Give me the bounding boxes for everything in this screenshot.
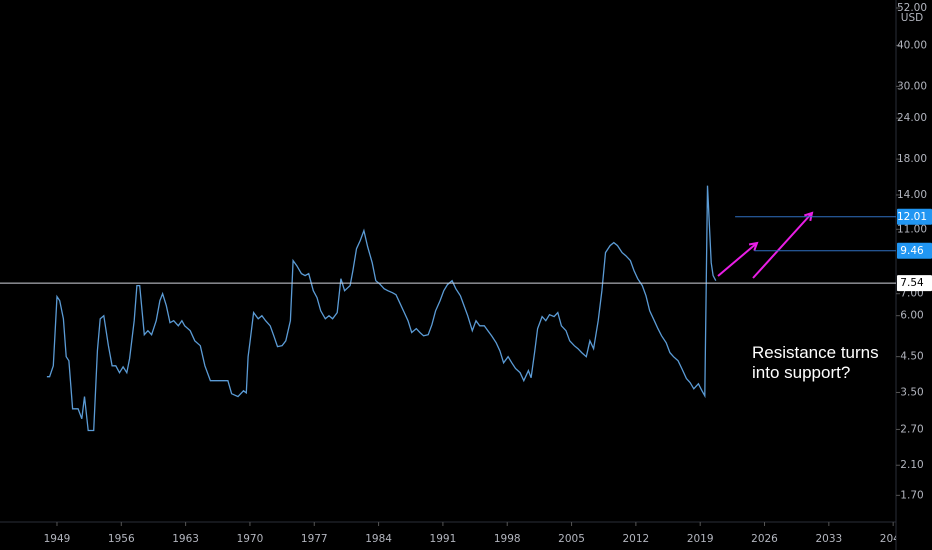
y-tick-label: 2.10 [900, 459, 923, 471]
level-label-box [897, 208, 932, 225]
annotation: Resistance turns [752, 343, 879, 362]
y-tick-label: 3.50 [900, 386, 923, 398]
x-tick-label: 1991 [430, 533, 457, 545]
level-label-box [897, 242, 932, 259]
y-tick-label: 18.00 [897, 153, 927, 165]
y-tick-label: 14.00 [897, 189, 927, 201]
x-tick-label: 1963 [172, 533, 199, 545]
y-tick-label: 11.00 [897, 223, 927, 235]
x-tick-label: 1984 [365, 533, 392, 545]
x-tick-label: 1998 [494, 533, 521, 545]
y-tick-label: 1.70 [900, 489, 923, 501]
level-label: 12.01 [897, 211, 927, 223]
arrow [752, 213, 812, 279]
annotation: into support? [752, 363, 850, 382]
x-tick-label: 1977 [301, 533, 328, 545]
arrow [717, 243, 757, 277]
x-tick-label: 2033 [815, 533, 842, 545]
y-tick-label: 30.00 [897, 80, 927, 92]
x-tick-label: 1949 [44, 533, 71, 545]
x-tick-label: 1956 [108, 533, 135, 545]
y-tick-label: 2.70 [900, 423, 923, 435]
y-tick-label: 24.00 [897, 112, 927, 124]
y-tick-label: 40.00 [897, 39, 927, 51]
x-axis: 1949 1956 1963 1970 1977 1984 1991 1998 2005 2012… [44, 522, 907, 545]
level-label: 9.46 [900, 245, 924, 257]
level-label: 7.54 [900, 277, 924, 289]
y-tick-label: 4.50 [900, 351, 923, 363]
x-tick-label: 2040 [880, 533, 907, 545]
x-tick-label: 2019 [687, 533, 714, 545]
x-tick-label: 2026 [751, 533, 778, 545]
plot-area [46, 185, 717, 432]
level-label-box [897, 275, 932, 292]
x-tick-label: 2005 [558, 533, 585, 545]
x-tick-label: 1970 [237, 533, 264, 545]
y-tick-label: 52.00 [897, 2, 927, 14]
data-line [46, 185, 717, 432]
y-tick-label: 6.00 [900, 310, 923, 322]
currency-label: USD [901, 12, 923, 24]
x-tick-label: 2012 [623, 533, 650, 545]
